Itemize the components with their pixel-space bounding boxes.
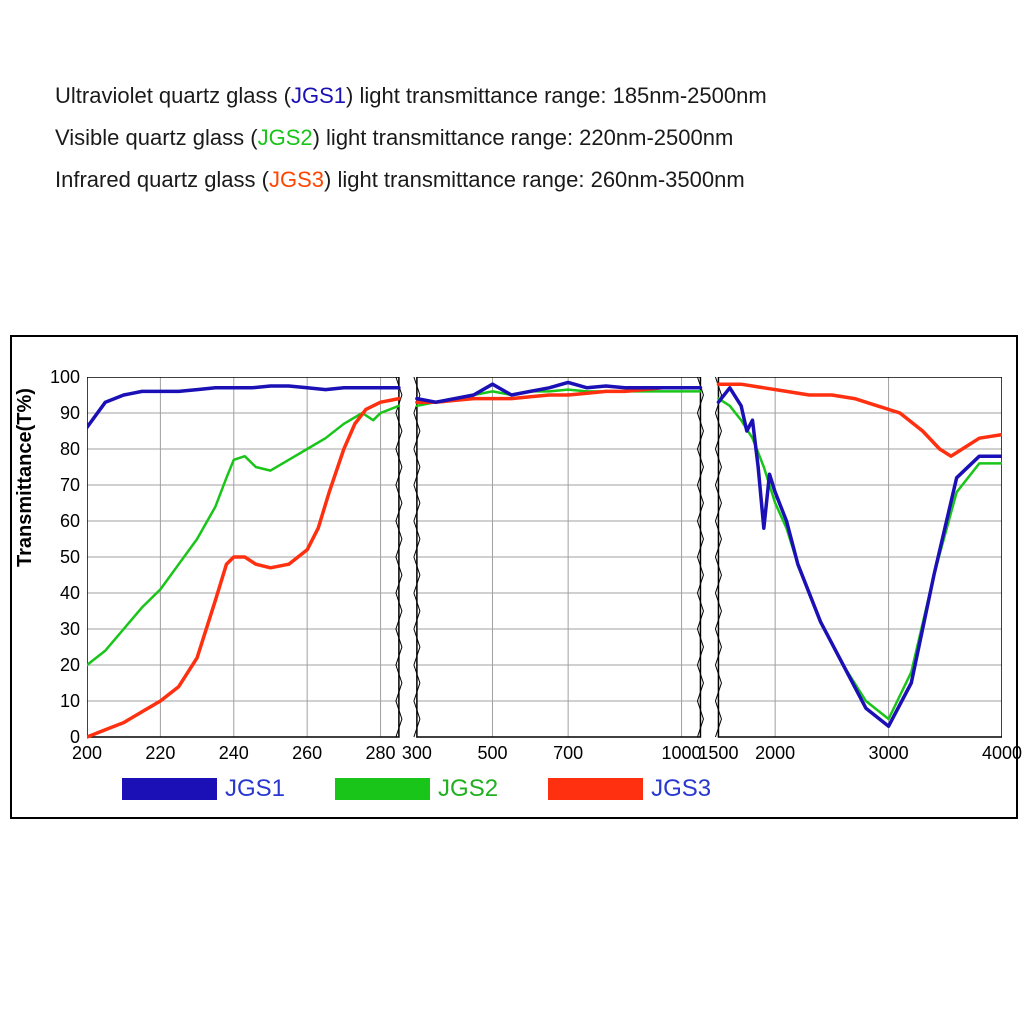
- x-tick: 260: [292, 743, 322, 764]
- y-tick: 50: [40, 547, 80, 568]
- y-tick: 10: [40, 691, 80, 712]
- legend-label: JGS2: [438, 775, 498, 803]
- y-tick: 90: [40, 403, 80, 424]
- legend-label: JGS3: [651, 775, 711, 803]
- x-tick: 220: [145, 743, 175, 764]
- x-tick: 500: [477, 743, 507, 764]
- x-tick: 3000: [869, 743, 909, 764]
- y-tick: 30: [40, 619, 80, 640]
- y-tick: 20: [40, 655, 80, 676]
- y-tick: 40: [40, 583, 80, 604]
- chart-frame: Transmittance(T%) 0102030405060708090100…: [10, 335, 1018, 819]
- x-tick: 300: [402, 743, 432, 764]
- y-axis-label: Transmittance(T%): [14, 388, 37, 567]
- legend-swatch: [548, 778, 643, 800]
- legend-swatch: [335, 778, 430, 800]
- jgs1-label: JGS1: [291, 83, 346, 108]
- y-tick: 60: [40, 511, 80, 532]
- y-tick: 70: [40, 475, 80, 496]
- x-tick: 2000: [755, 743, 795, 764]
- desc-line-3: Infrared quartz glass (JGS3) light trans…: [55, 159, 767, 201]
- x-tick: 4000: [982, 743, 1022, 764]
- legend-label: JGS1: [225, 775, 285, 803]
- plot-svg: [87, 377, 1002, 749]
- plot-area: [87, 377, 1002, 737]
- desc-line-1: Ultraviolet quartz glass (JGS1) light tr…: [55, 75, 767, 117]
- desc-line-2: Visible quartz glass (JGS2) light transm…: [55, 117, 767, 159]
- legend-item: JGS3: [548, 775, 711, 803]
- x-tick: 1000: [662, 743, 702, 764]
- x-tick: 200: [72, 743, 102, 764]
- x-tick: 240: [219, 743, 249, 764]
- x-tick: 700: [553, 743, 583, 764]
- y-tick: 80: [40, 439, 80, 460]
- jgs3-label: JGS3: [269, 167, 324, 192]
- x-tick: 280: [366, 743, 396, 764]
- legend-item: JGS2: [335, 775, 498, 803]
- legend-item: JGS1: [122, 775, 285, 803]
- y-tick: 100: [40, 367, 80, 388]
- legend: JGS1 JGS2 JGS3: [122, 775, 711, 803]
- legend-swatch: [122, 778, 217, 800]
- x-tick: 1500: [698, 743, 738, 764]
- jgs2-label: JGS2: [258, 125, 313, 150]
- description-block: Ultraviolet quartz glass (JGS1) light tr…: [55, 75, 767, 200]
